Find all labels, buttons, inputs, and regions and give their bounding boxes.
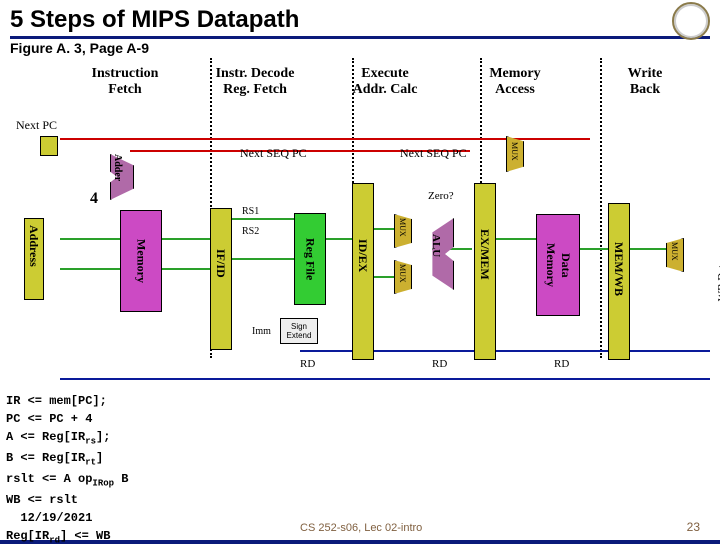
- wire: [230, 258, 300, 260]
- nextpc-reg: [40, 136, 58, 156]
- imem: Memory: [120, 210, 162, 312]
- footer-center: CS 252-s06, Lec 02-intro: [300, 522, 422, 534]
- mux-b-label: MUX: [398, 264, 407, 283]
- rd-1: RD: [300, 358, 315, 370]
- wire: [580, 248, 610, 250]
- memwb-reg: MEM/WB: [608, 203, 630, 360]
- rs2-label: RS2: [242, 226, 259, 237]
- code-line-4: B <= Reg[IRrt]rslt <= A opIRop B: [6, 449, 128, 491]
- regfile-label: Reg File: [303, 238, 318, 280]
- const-4: 4: [90, 190, 98, 208]
- rd-2: RD: [432, 358, 447, 370]
- wire: [630, 248, 670, 250]
- stage-ex: Execute Addr. Calc: [320, 66, 450, 116]
- wb-data-label: WB Data: [716, 260, 720, 301]
- next-pc-label: Next PC: [16, 118, 57, 133]
- dmem: Data Memory: [536, 214, 580, 316]
- ifid-reg: IF/ID: [210, 208, 232, 350]
- code-line-3: A <= Reg[IRrs];: [6, 428, 128, 449]
- stage-headers: Instruction Fetch Instr. Decode Reg. Fet…: [60, 66, 710, 116]
- address-label: Address: [26, 225, 41, 267]
- wire: [230, 218, 300, 220]
- exmem-label: EX/MEM: [477, 229, 492, 280]
- address-reg: Address: [24, 218, 44, 300]
- rtl-code: IR <= mem[PC]; PC <= PC + 4 A <= Reg[IRr…: [6, 392, 128, 548]
- wire-wb: [60, 378, 710, 380]
- footer-page: 23: [687, 520, 700, 534]
- title-rule: [10, 36, 710, 39]
- rd-3: RD: [554, 358, 569, 370]
- mux-pc-label: MUX: [510, 142, 519, 161]
- slide: 5 Steps of MIPS Datapath Figure A. 3, Pa…: [0, 0, 720, 544]
- exmem-reg: EX/MEM: [474, 183, 496, 360]
- stage-mem: Memory Access: [450, 66, 580, 116]
- idex-label: ID/EX: [355, 239, 370, 272]
- ifid-label: IF/ID: [213, 249, 228, 278]
- wire: [370, 228, 398, 230]
- imm-label: Imm: [252, 326, 271, 337]
- regfile: Reg File: [294, 213, 326, 305]
- rs1-label: RS1: [242, 206, 259, 217]
- dmem-label: Data Memory: [543, 243, 573, 287]
- next-seq2: Next SEQ PC: [400, 146, 467, 161]
- datapath-diagram: Next PC Adder 4 Address Memory IF/ID Nex…: [0, 118, 720, 388]
- alu-label: ALU: [430, 234, 442, 257]
- code-line-1: IR <= mem[PC];: [6, 392, 128, 410]
- adder-label: Adder: [112, 154, 123, 181]
- signext-label: Sign Extend: [287, 322, 312, 340]
- mux-wb-label: MUX: [670, 242, 679, 261]
- seal-icon: [672, 2, 710, 40]
- wire: [494, 238, 538, 240]
- mux-a-label: MUX: [398, 218, 407, 237]
- zero-label: Zero?: [428, 190, 454, 202]
- wire: [370, 276, 398, 278]
- imem-label: Memory: [134, 239, 149, 283]
- memwb-label: MEM/WB: [611, 242, 626, 296]
- stage-if: Instruction Fetch: [60, 66, 190, 116]
- next-seq1: Next SEQ PC: [240, 146, 307, 161]
- idex-reg: ID/EX: [352, 183, 374, 360]
- sign-extend: Sign Extend: [280, 318, 318, 344]
- subtitle: Figure A. 3, Page A-9: [10, 40, 149, 56]
- code-line-2: PC <= PC + 4: [6, 410, 128, 428]
- page-title: 5 Steps of MIPS Datapath: [10, 6, 299, 34]
- code-line-5: WB <= rslt 12/19/2021Reg[IRrd] <= WB: [6, 491, 128, 548]
